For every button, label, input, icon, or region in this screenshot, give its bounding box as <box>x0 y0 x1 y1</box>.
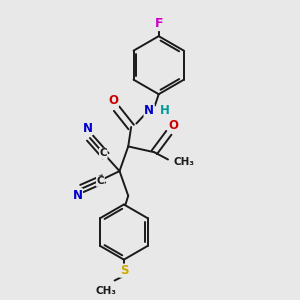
Text: C: C <box>97 176 104 186</box>
Text: N: N <box>72 189 82 202</box>
Text: O: O <box>108 94 118 107</box>
Text: S: S <box>120 264 128 277</box>
Text: N: N <box>82 122 93 135</box>
Text: CH₃: CH₃ <box>96 286 117 296</box>
Text: F: F <box>154 17 163 31</box>
Text: H: H <box>160 104 170 117</box>
Text: CH₃: CH₃ <box>174 158 195 167</box>
Text: C: C <box>100 148 107 158</box>
Text: N: N <box>144 104 154 117</box>
Text: O: O <box>168 119 178 132</box>
